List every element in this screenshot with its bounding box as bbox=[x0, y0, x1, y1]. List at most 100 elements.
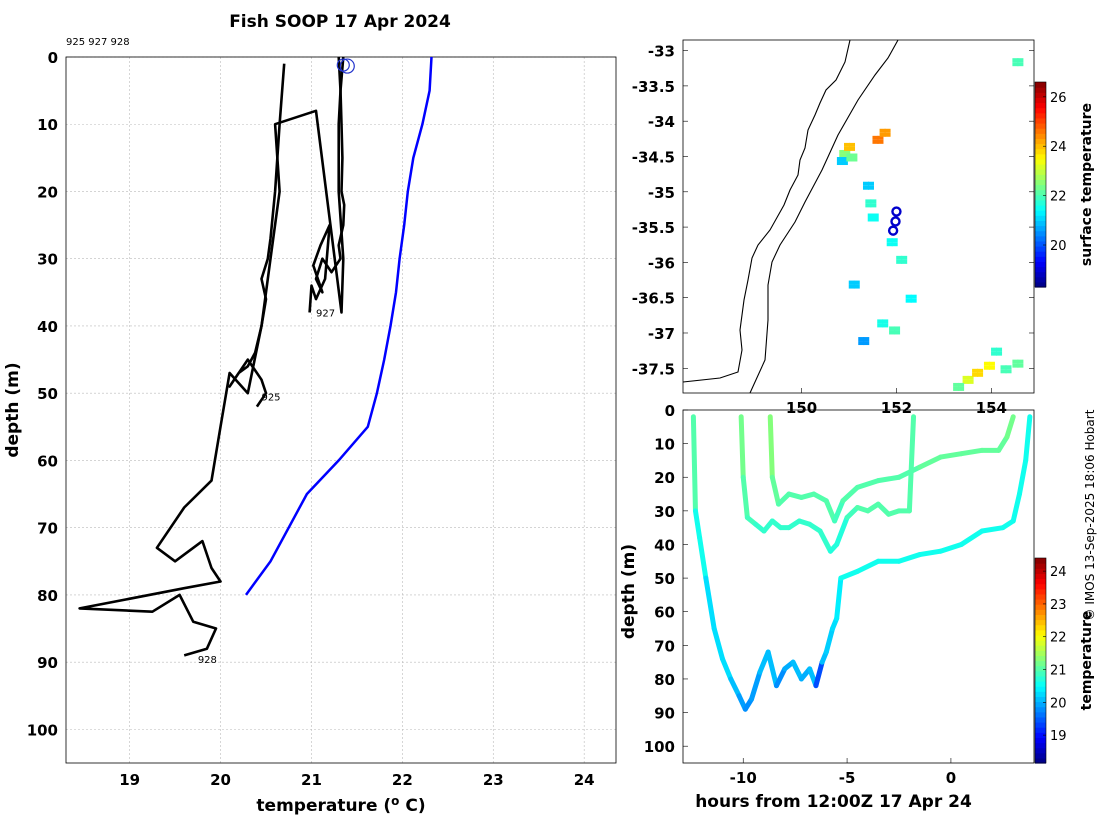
map-colorbar-band bbox=[1035, 133, 1046, 139]
tag-927-depth-segment bbox=[832, 498, 846, 524]
ts-colorbar-band bbox=[1035, 670, 1046, 677]
ts-colorbar-band bbox=[1035, 573, 1046, 580]
sst-pixel bbox=[953, 382, 960, 387]
map-y-tick-label: -34.5 bbox=[632, 148, 675, 166]
ts-y-tick-label: 30 bbox=[654, 503, 675, 521]
sst-pixel bbox=[988, 361, 995, 366]
map-colorbar-tick-label: 26 bbox=[1050, 91, 1067, 106]
map-colorbar-band bbox=[1035, 220, 1046, 227]
sst-pixel bbox=[991, 347, 998, 352]
sst-pixel bbox=[1000, 365, 1007, 370]
sst-pixel bbox=[958, 382, 965, 387]
sst-pixel bbox=[882, 319, 889, 324]
sst-pixel bbox=[882, 323, 889, 328]
sst-pixel bbox=[863, 337, 870, 342]
ts-colorbar-band bbox=[1035, 645, 1046, 651]
tag-927-depth-segment bbox=[996, 434, 1010, 453]
x-tick-label: 20 bbox=[210, 771, 231, 789]
map-colorbar-band bbox=[1035, 251, 1046, 257]
map-x-tick-label: 152 bbox=[881, 399, 912, 417]
tag-927-depth-segment bbox=[875, 474, 902, 484]
sst-pixel bbox=[844, 149, 851, 154]
tag-928-depth-segment bbox=[823, 626, 836, 655]
map-colorbar-band bbox=[1035, 256, 1046, 262]
map-y-tick-label: -33.5 bbox=[632, 78, 675, 96]
sst-pixel bbox=[1017, 58, 1024, 63]
tag-928-depth-segment bbox=[1010, 491, 1022, 524]
ts-colorbar-band bbox=[1035, 722, 1046, 728]
map-colorbar-band bbox=[1035, 128, 1046, 134]
map-y-tick-label: -36.5 bbox=[632, 290, 675, 308]
map-x-tick-label: 150 bbox=[786, 399, 817, 417]
chart-title: Fish SOOP 17 Apr 2024 bbox=[229, 12, 451, 32]
y-tick-label: 100 bbox=[27, 721, 58, 739]
sst-pixel bbox=[872, 139, 879, 144]
ts-colorbar-frame bbox=[1034, 557, 1047, 764]
profile-panel: 19 20 21 22 23 24 0 10 20 30 40 50 60 70 80 90 100 927 925… bbox=[3, 37, 617, 816]
map-colorbar-band bbox=[1035, 169, 1046, 175]
ts-colorbar-band bbox=[1035, 737, 1046, 744]
ts-y-tick-label: 40 bbox=[654, 536, 675, 554]
sst-pixel bbox=[870, 203, 877, 208]
profile-frame bbox=[65, 56, 617, 764]
sst-pixel bbox=[991, 351, 998, 356]
sst-pixel bbox=[1017, 359, 1024, 364]
y-tick-label: 90 bbox=[37, 654, 58, 672]
sst-pixel bbox=[962, 375, 969, 380]
ts-colorbar-tick-label: 22 bbox=[1050, 631, 1067, 646]
tag-928-depth-segment bbox=[958, 528, 985, 547]
sst-pixel bbox=[853, 280, 860, 285]
station-marker bbox=[887, 225, 899, 236]
tag-928-depth-segment bbox=[896, 552, 923, 564]
climatology-line bbox=[244, 56, 433, 596]
y-tick-label: 70 bbox=[37, 520, 58, 538]
sst-pixel bbox=[886, 238, 893, 243]
timeseries-frame bbox=[682, 409, 1035, 764]
tag-928-depth-segment bbox=[773, 666, 788, 689]
tag-927-depth-segment bbox=[854, 478, 881, 490]
ts-colorbar-band bbox=[1035, 701, 1046, 708]
tag-925-depth-segment bbox=[740, 474, 750, 521]
y-tick-label: 20 bbox=[37, 183, 58, 201]
sst-pixel bbox=[839, 149, 846, 154]
y-tick-label: 10 bbox=[37, 116, 58, 134]
tag-925-profile-line bbox=[228, 63, 286, 408]
ts-colorbar-band bbox=[1035, 655, 1046, 662]
sst-pixel bbox=[844, 146, 851, 151]
ts-y-tick-label: 60 bbox=[654, 604, 675, 622]
sst-pixel bbox=[846, 157, 853, 162]
ts-x-tick-label: 0 bbox=[946, 769, 956, 787]
sst-pixel bbox=[891, 238, 898, 243]
sst-pixel bbox=[894, 326, 901, 331]
sst-pixel bbox=[870, 199, 877, 204]
ts-colorbar-band bbox=[1035, 568, 1046, 574]
map-y-tick-label: -35.5 bbox=[632, 219, 675, 237]
map-colorbar-band bbox=[1035, 230, 1046, 237]
y-tick-label: 50 bbox=[37, 385, 58, 403]
tag-927-depth-segment bbox=[938, 451, 964, 460]
y-axis-label: depth (m) bbox=[3, 362, 23, 457]
ts-y-tick-label: 80 bbox=[654, 671, 675, 689]
map-colorbar-tick-label: 24 bbox=[1050, 140, 1067, 155]
map-colorbar-band bbox=[1035, 102, 1046, 109]
map-colorbar-band bbox=[1035, 184, 1046, 191]
tag-928-depth-segment bbox=[711, 626, 725, 662]
sst-pixel bbox=[858, 341, 865, 346]
sst-pixel bbox=[983, 365, 990, 370]
sst-pixel bbox=[977, 368, 984, 373]
y-tick-label: 40 bbox=[37, 318, 58, 336]
ts-colorbar-tick-label: 23 bbox=[1050, 598, 1067, 613]
sst-pixel bbox=[848, 284, 855, 289]
ts-colorbar-band bbox=[1035, 660, 1046, 667]
sst-pixel bbox=[841, 157, 848, 162]
x-tick-label: 19 bbox=[119, 771, 140, 789]
y-tick-label: 60 bbox=[37, 452, 58, 470]
ts-colorbar-band bbox=[1035, 640, 1046, 646]
sst-pixel bbox=[851, 157, 858, 162]
map-colorbar-band bbox=[1035, 194, 1046, 201]
tag-927-depth-segment bbox=[840, 484, 860, 504]
sst-pixel bbox=[1017, 363, 1024, 368]
sst-pixel bbox=[891, 242, 898, 247]
ts-colorbar-tick-label: 19 bbox=[1050, 729, 1067, 744]
surface-marker bbox=[336, 58, 350, 72]
